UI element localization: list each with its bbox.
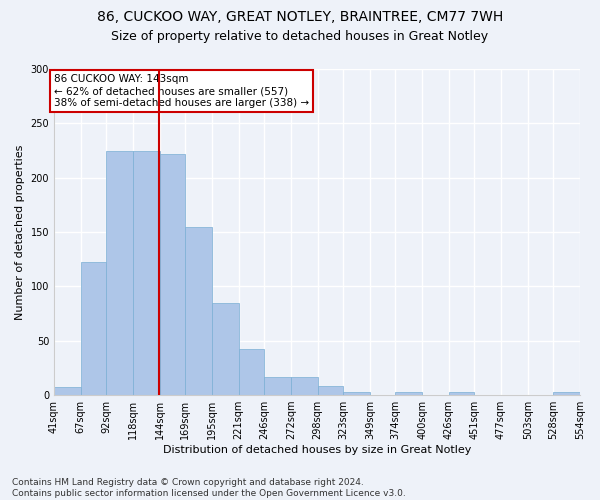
Bar xyxy=(317,386,343,395)
X-axis label: Distribution of detached houses by size in Great Notley: Distribution of detached houses by size … xyxy=(163,445,471,455)
Bar xyxy=(185,226,212,395)
Bar xyxy=(160,154,185,395)
Bar xyxy=(133,150,160,395)
Bar xyxy=(80,262,106,395)
Text: Size of property relative to detached houses in Great Notley: Size of property relative to detached ho… xyxy=(112,30,488,43)
Bar xyxy=(106,150,133,395)
Bar xyxy=(291,376,317,395)
Text: 86 CUCKOO WAY: 143sqm
← 62% of detached houses are smaller (557)
38% of semi-det: 86 CUCKOO WAY: 143sqm ← 62% of detached … xyxy=(54,74,309,108)
Bar xyxy=(449,392,475,395)
Bar xyxy=(264,376,291,395)
Bar xyxy=(54,388,80,395)
Text: Contains HM Land Registry data © Crown copyright and database right 2024.
Contai: Contains HM Land Registry data © Crown c… xyxy=(12,478,406,498)
Bar xyxy=(239,350,264,395)
Bar xyxy=(395,392,422,395)
Bar xyxy=(343,392,370,395)
Bar xyxy=(212,302,239,395)
Y-axis label: Number of detached properties: Number of detached properties xyxy=(15,144,25,320)
Text: 86, CUCKOO WAY, GREAT NOTLEY, BRAINTREE, CM77 7WH: 86, CUCKOO WAY, GREAT NOTLEY, BRAINTREE,… xyxy=(97,10,503,24)
Bar xyxy=(553,392,580,395)
